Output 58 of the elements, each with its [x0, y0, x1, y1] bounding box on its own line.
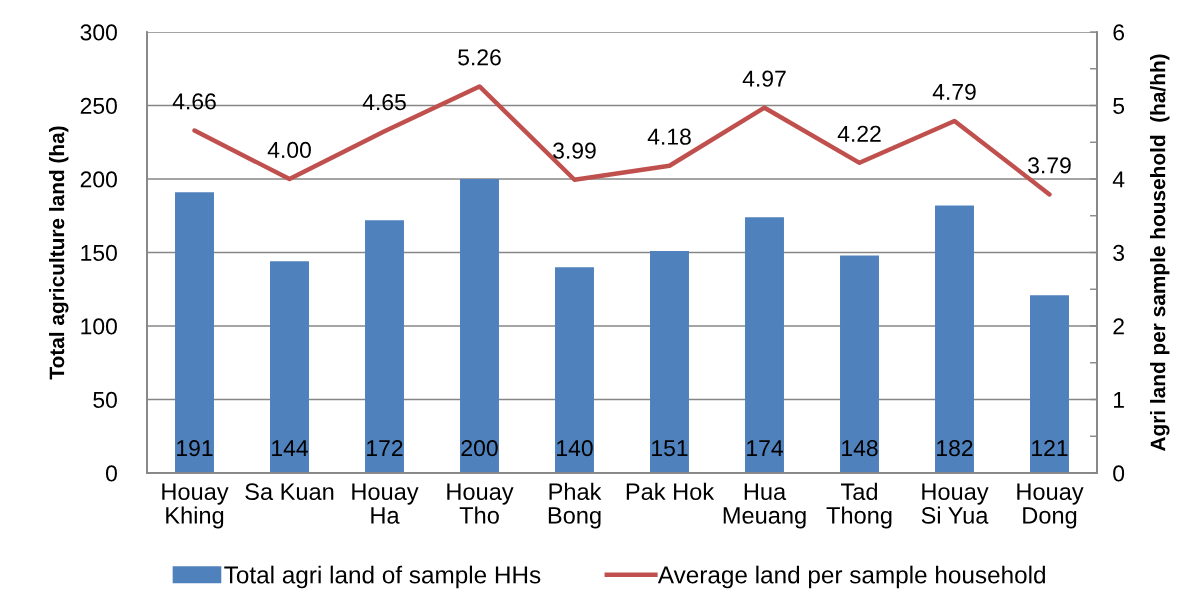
- x-tick-label: Houay Tho: [447, 483, 514, 524]
- data-label: 4.79: [932, 83, 976, 100]
- x-tick-label: Sa Kuan: [245, 483, 334, 501]
- bar: [175, 192, 214, 473]
- data-label: 148: [842, 440, 878, 457]
- y2-tick-label: 0: [1113, 465, 1125, 482]
- data-label: 121: [1032, 440, 1068, 457]
- bar: [270, 261, 309, 473]
- x-tick-label: Tad Thong: [826, 482, 892, 529]
- y-axis-title: Total agriculture land (ha): [48, 126, 69, 380]
- y2-tick-label: 1: [1114, 392, 1124, 408]
- x-tick-label: Pak Hok: [626, 482, 715, 501]
- data-label: 144: [272, 440, 308, 457]
- y-tick-label: 0: [105, 465, 117, 482]
- x-tick-label: Houay Khing: [162, 483, 229, 529]
- x-tick-label: Houay Ha: [352, 483, 419, 524]
- y2-tick-label: 6: [1113, 24, 1125, 41]
- data-label: 140: [557, 440, 593, 457]
- data-label: 182: [937, 440, 973, 457]
- data-label: 4.97: [742, 70, 786, 87]
- y-tick-label: 100: [81, 318, 117, 335]
- y-tick-label: 300: [80, 24, 117, 41]
- data-label: 4.66: [172, 93, 216, 110]
- data-label: 4.18: [647, 128, 691, 145]
- bar: [650, 251, 689, 473]
- data-label: 200: [461, 440, 498, 457]
- y-tick-label: 250: [80, 97, 117, 115]
- bar: [365, 220, 404, 473]
- y-tick-label: 50: [93, 391, 117, 409]
- data-label: 4.00: [267, 141, 311, 159]
- bar: [840, 255, 879, 473]
- y2-tick-label: 2: [1113, 318, 1124, 335]
- x-tick-label: Houay Dong: [1017, 483, 1084, 529]
- legend-label: Total agri land of sample HHs: [224, 565, 541, 589]
- data-label: 3.99: [553, 142, 596, 159]
- bar: [745, 217, 784, 473]
- y2-tick-label: 3: [1113, 244, 1125, 262]
- data-label: 174: [747, 440, 783, 457]
- data-label: 3.79: [1028, 157, 1071, 174]
- x-tick-label: Houay Si Yua: [921, 483, 989, 524]
- legend-label: Average land per sample household: [657, 565, 1045, 589]
- y2-tick-label: 5: [1113, 98, 1125, 115]
- x-tick-label: Phak Bong: [548, 482, 602, 529]
- bar: [935, 205, 974, 473]
- data-label: 5.26: [458, 49, 501, 66]
- bar: [555, 267, 594, 473]
- data-label: 4.22: [837, 125, 881, 142]
- x-tick-label: Hua Meuang: [723, 483, 806, 529]
- data-label: 151: [652, 440, 688, 457]
- bar: [460, 179, 499, 473]
- y2-tick-label: 4: [1112, 171, 1125, 188]
- y2-axis-title: Agri land per sample household (ha/hh): [1150, 54, 1170, 452]
- data-label: 191: [177, 440, 213, 457]
- y-tick-label: 200: [80, 171, 117, 188]
- y-tick-label: 150: [81, 244, 117, 262]
- data-label: 4.65: [362, 94, 406, 111]
- bar: [1030, 295, 1069, 473]
- data-label: 172: [367, 440, 403, 457]
